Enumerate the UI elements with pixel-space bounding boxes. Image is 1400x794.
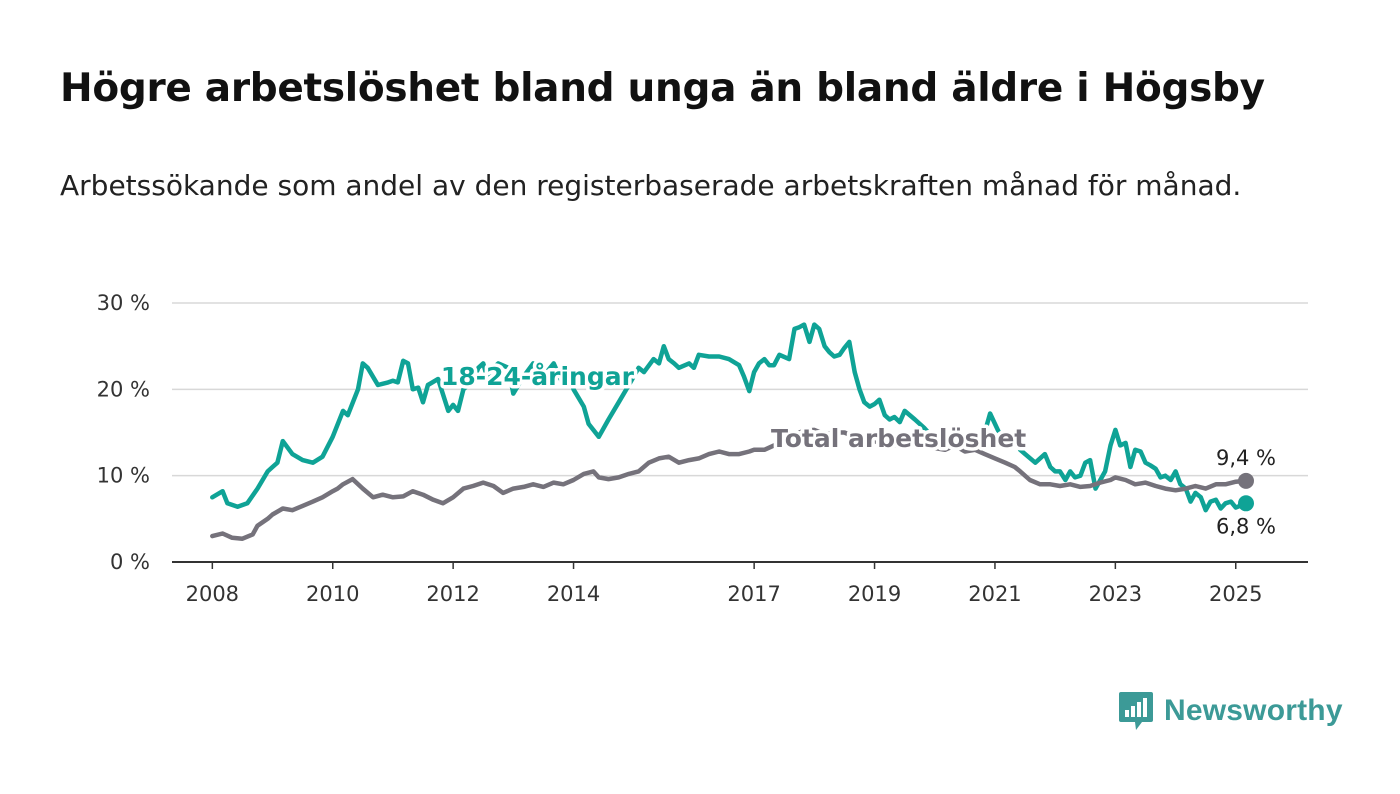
series-line-1 [210,427,1249,541]
series-label-1: Total arbetslöshet [771,424,1026,453]
x-tick-label: 2023 [1089,582,1142,606]
series-end-label-1: 9,4 % [1216,446,1276,470]
x-axis: 2008 2010 2012 2014 2017 2019 2021 2023 2025 [172,561,1308,606]
y-tick-label: 0 % [110,550,150,574]
y-tick-label: 30 % [97,291,150,315]
series-label-0: 18-24-åringar [441,362,635,391]
series-end-label-0: 6,8 % [1216,514,1276,538]
grid-lines [172,302,1308,477]
y-axis-labels: 0 % 10 % 20 % 30 % [97,291,150,574]
newsworthy-logo: Newsworthy [1118,690,1343,732]
chart-title: Högre arbetslöshet bland unga än bland ä… [60,66,1265,111]
y-tick-label: 20 % [97,377,150,401]
x-tick-label: 2017 [727,582,780,606]
chart-subtitle: Arbetssökande som andel av den registerb… [60,169,1242,202]
x-tick-label: 2010 [306,582,359,606]
x-tick-label: 2021 [968,582,1021,606]
x-tick-label: 2025 [1209,582,1262,606]
x-tick-label: 2008 [186,582,239,606]
newsworthy-logo-icon [1119,692,1153,730]
x-tick-label: 2019 [848,582,901,606]
series-lines [210,322,1249,541]
series-end-marker-0 [1237,495,1254,512]
x-tick-label: 2014 [547,582,600,606]
y-tick-label: 10 % [97,464,150,488]
series-end-marker-1 [1237,472,1254,489]
logo-text: Newsworthy [1164,694,1343,727]
series-line-0 [210,322,1249,513]
x-tick-label: 2012 [426,582,479,606]
series-annotations: 18-24-åringar Total arbetslöshet 6,8 % 9,4 … [437,359,1278,541]
